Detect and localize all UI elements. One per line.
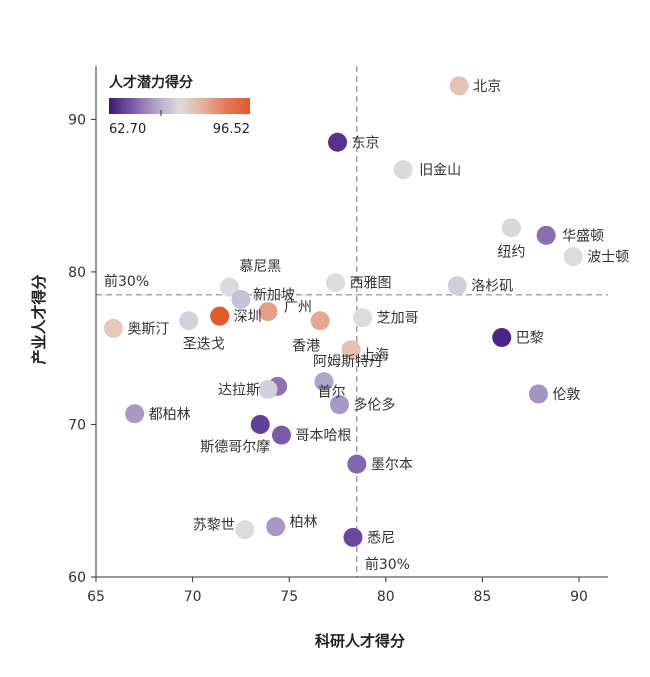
x-axis-title: 科研人才得分 <box>315 632 405 650</box>
point-波士顿[interactable] <box>563 247 583 267</box>
point-label: 苏黎世 <box>193 518 235 534</box>
point-label: 芝加哥 <box>377 311 419 327</box>
y-tick-label: 80 <box>68 265 86 281</box>
legend-max-label: 96.52 <box>213 122 250 137</box>
point-奥斯汀[interactable] <box>103 318 123 338</box>
color-legend: 人才潜力得分 62.70 96.52 <box>104 66 262 137</box>
point-墨尔本[interactable] <box>347 454 367 474</box>
point-阿姆斯特丹[interactable] <box>314 372 334 392</box>
point-label: 纽约 <box>497 245 525 261</box>
point-label: 首尔 <box>318 384 346 400</box>
point-深圳[interactable] <box>210 306 230 326</box>
y-axis-title: 产业人才得分 <box>30 274 48 364</box>
point-label: 斯德哥尔摩 <box>200 438 270 455</box>
point-西雅图[interactable] <box>326 273 346 293</box>
point-label: 广州 <box>284 300 312 316</box>
point-斯德哥尔摩[interactable] <box>250 414 270 434</box>
point-苏黎世[interactable] <box>235 520 255 540</box>
point-圣迭戈[interactable] <box>179 311 199 331</box>
point-label: 奥斯汀 <box>127 320 169 337</box>
point-达拉斯[interactable] <box>258 379 278 399</box>
point-新加坡[interactable] <box>231 289 251 309</box>
y-tick-label: 70 <box>68 417 86 433</box>
x-tick-label: 80 <box>377 589 395 605</box>
point-上海[interactable] <box>341 340 361 360</box>
point-label: 多伦多 <box>353 397 395 414</box>
x-tick-label: 75 <box>280 589 298 605</box>
x-tick-label: 90 <box>570 589 588 605</box>
data-points <box>103 76 583 547</box>
point-巴黎[interactable] <box>492 328 512 348</box>
point-香港[interactable] <box>310 311 330 331</box>
point-旧金山[interactable] <box>393 160 413 180</box>
point-悉尼[interactable] <box>343 527 363 547</box>
point-label: 阿姆斯特丹 <box>313 354 383 370</box>
point-label: 都柏林 <box>149 407 191 423</box>
point-东京[interactable] <box>328 132 348 152</box>
point-label: 达拉斯 <box>218 382 260 398</box>
point-label: 悉尼 <box>367 530 395 546</box>
x-tick-label: 65 <box>87 589 105 605</box>
point-label: 深圳 <box>234 309 262 325</box>
point-label: 伦敦 <box>552 387 580 403</box>
point-慕尼黑[interactable] <box>219 277 239 297</box>
point-纽约[interactable] <box>501 218 521 238</box>
point-label: 旧金山 <box>419 163 461 179</box>
y-tick-label: 90 <box>68 112 86 128</box>
point-label: 东京 <box>352 135 380 151</box>
x-tick-label: 70 <box>184 589 202 605</box>
point-芝加哥[interactable] <box>353 308 373 328</box>
point-北京[interactable] <box>449 76 469 96</box>
y-tick-label: 60 <box>68 570 86 586</box>
legend-title: 人才潜力得分 <box>109 74 193 91</box>
legend-min-label: 62.70 <box>109 122 146 137</box>
point-华盛顿[interactable] <box>536 225 556 245</box>
point-label: 上海 <box>361 348 389 364</box>
point-label: 巴黎 <box>516 331 544 347</box>
point-广州[interactable] <box>258 302 278 322</box>
axes: 65 70 75 80 85 90 60 70 80 90 科研人才得分 产业人才得分 <box>30 66 608 650</box>
point-label: 波士顿 <box>587 250 629 266</box>
legend-color-bar <box>109 98 250 114</box>
point-label: 新加坡 <box>253 287 295 303</box>
point-label: 华盛顿 <box>562 228 604 244</box>
point-label: 香港 <box>292 339 320 355</box>
point-哥本哈根[interactable] <box>271 425 291 445</box>
point-都柏林[interactable] <box>125 404 145 424</box>
point-伦敦[interactable] <box>528 384 548 404</box>
x-reference-label: 前30% <box>365 556 410 573</box>
point-label: 哥本哈根 <box>295 428 351 444</box>
x-tick-label: 85 <box>474 589 492 605</box>
y-reference-label: 前30% <box>104 273 149 290</box>
point-label: 北京 <box>473 79 501 95</box>
point-多伦多[interactable] <box>329 395 349 415</box>
point-label: 圣迭戈 <box>183 337 225 353</box>
point-label: 慕尼黑 <box>239 259 281 275</box>
point-label: 墨尔本 <box>371 457 413 473</box>
point-label: 西雅图 <box>350 276 392 292</box>
point-洛杉矶[interactable] <box>447 276 467 296</box>
point-label: 柏林 <box>290 515 318 531</box>
point-label: 洛杉矶 <box>471 279 513 295</box>
point-柏林[interactable] <box>266 517 286 537</box>
